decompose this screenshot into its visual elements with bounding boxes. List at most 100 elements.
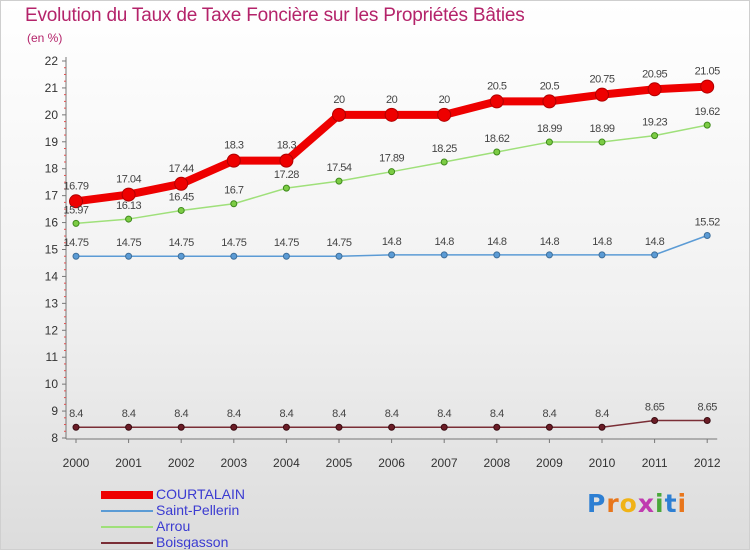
series-arrou [72, 121, 711, 227]
data-label-courtalain: 18.3 [277, 140, 297, 152]
data-point-courtalain [332, 107, 346, 122]
series-saint-pellerin [72, 231, 711, 260]
data-point-saint-pellerin [545, 251, 553, 259]
data-label-courtalain: 20 [386, 94, 398, 106]
y-tick-label: 18 [45, 162, 59, 176]
chart-title: Evolution du Taux de Taxe Foncière sur l… [25, 5, 525, 26]
data-point-arrou [598, 138, 606, 146]
data-label-boisgasson: 8.65 [697, 401, 717, 413]
y-tick-label: 16 [45, 216, 59, 230]
x-tick-label: 2000 [63, 456, 90, 470]
data-label-arrou: 18.99 [537, 123, 562, 135]
data-point-courtalain [489, 94, 504, 109]
logo-letter: P [587, 489, 607, 518]
data-label-boisgasson: 8.65 [645, 401, 665, 413]
data-label-boisgasson: 8.4 [174, 408, 188, 420]
chart-unit-label: (en %) [27, 31, 63, 45]
data-label-courtalain: 20.95 [642, 68, 667, 80]
data-point-courtalain [700, 79, 715, 94]
x-tick-label: 2005 [326, 456, 353, 470]
data-label-arrou: 18.25 [432, 143, 457, 155]
data-label-courtalain: 21.05 [695, 66, 720, 78]
data-label-saint-pellerin: 14.75 [169, 237, 194, 249]
data-point-courtalain [647, 82, 662, 97]
data-point-boisgasson [598, 423, 606, 431]
data-label-boisgasson: 8.4 [69, 408, 83, 420]
data-label-arrou: 17.54 [326, 162, 351, 174]
legend-item-saint-pellerin: Saint-Pellerin [101, 502, 301, 519]
data-point-arrou [230, 200, 238, 208]
y-tick-label: 17 [45, 189, 59, 203]
data-point-boisgasson [177, 423, 185, 431]
data-point-saint-pellerin [72, 252, 80, 260]
y-tick-label: 12 [45, 323, 59, 337]
data-label-saint-pellerin: 14.75 [274, 237, 299, 249]
legend-label-arrou: Arrou [156, 518, 191, 534]
x-tick-label: 2006 [378, 456, 405, 470]
data-label-saint-pellerin: 14.8 [540, 236, 560, 248]
data-label-arrou: 16.7 [224, 185, 244, 197]
data-point-courtalain [226, 153, 241, 168]
legend-swatch-boisgasson [101, 542, 153, 544]
data-label-courtalain: 20 [439, 94, 451, 106]
data-label-arrou: 15.97 [63, 204, 88, 216]
x-tick-label: 2004 [273, 456, 300, 470]
data-label-courtalain: 20 [333, 94, 345, 106]
data-point-saint-pellerin [493, 251, 501, 259]
data-point-courtalain [279, 153, 294, 168]
y-tick-label: 14 [45, 269, 59, 283]
logo-letter: r [606, 489, 620, 518]
data-label-arrou: 18.99 [589, 123, 614, 135]
data-label-saint-pellerin: 14.8 [592, 236, 612, 248]
data-label-saint-pellerin: 14.8 [382, 236, 402, 248]
data-point-boisgasson [703, 416, 711, 424]
legend-item-courtalain: COURTALAIN [101, 486, 301, 503]
data-point-courtalain [384, 107, 399, 122]
data-point-arrou [335, 177, 343, 185]
legend-swatch-saint-pellerin [101, 510, 153, 512]
data-point-boisgasson [125, 423, 133, 431]
data-label-boisgasson: 8.4 [332, 408, 346, 420]
data-point-courtalain [121, 187, 136, 202]
data-label-saint-pellerin: 14.75 [221, 237, 246, 249]
legend-label-courtalain: COURTALAIN [156, 486, 245, 502]
y-tick-label: 9 [51, 404, 58, 418]
data-point-boisgasson [388, 423, 396, 431]
proxiti-logo: Proxiti [587, 489, 687, 518]
series-boisgasson [72, 416, 711, 431]
data-point-arrou [388, 168, 396, 176]
data-label-boisgasson: 8.4 [543, 408, 557, 420]
data-point-boisgasson [72, 423, 80, 431]
x-tick-label: 2009 [536, 456, 563, 470]
data-point-saint-pellerin [388, 251, 396, 259]
data-point-courtalain [595, 87, 609, 102]
y-tick-label: 19 [45, 135, 59, 149]
data-point-boisgasson [651, 416, 659, 424]
series-courtalain [69, 79, 715, 209]
x-tick-label: 2003 [220, 456, 247, 470]
y-tick-label: 8 [51, 431, 58, 445]
data-label-boisgasson: 8.4 [122, 408, 136, 420]
chart-legend: COURTALAIN Saint-Pellerin Arrou Boisgasson [101, 486, 301, 549]
y-tick-label: 20 [45, 108, 59, 122]
legend-swatch-arrou [101, 526, 153, 528]
data-point-saint-pellerin [177, 252, 185, 260]
data-point-courtalain [174, 176, 189, 191]
data-label-courtalain: 16.79 [63, 180, 88, 192]
data-label-saint-pellerin: 14.8 [434, 236, 454, 248]
data-point-saint-pellerin [703, 231, 711, 239]
data-label-saint-pellerin: 15.52 [695, 216, 720, 228]
data-label-boisgasson: 8.4 [280, 408, 294, 420]
data-label-arrou: 16.45 [169, 191, 194, 203]
y-tick-label: 11 [46, 350, 59, 364]
data-label-courtalain: 20.5 [540, 80, 560, 92]
data-point-saint-pellerin [125, 252, 133, 260]
data-label-boisgasson: 8.4 [595, 408, 609, 420]
data-label-courtalain: 20.5 [487, 80, 507, 92]
data-point-saint-pellerin [335, 252, 343, 260]
logo-letter: t [664, 489, 678, 518]
data-point-saint-pellerin [440, 251, 448, 259]
data-label-saint-pellerin: 14.8 [487, 236, 507, 248]
data-point-courtalain [542, 94, 557, 109]
